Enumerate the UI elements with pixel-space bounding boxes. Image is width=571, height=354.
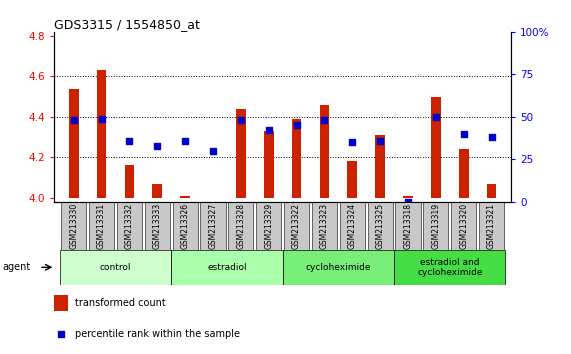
Text: GDS3315 / 1554850_at: GDS3315 / 1554850_at [54,18,200,31]
Text: GSM213323: GSM213323 [320,203,329,249]
Text: GSM213324: GSM213324 [348,203,357,249]
Point [236,118,246,123]
Text: GSM213318: GSM213318 [404,203,412,249]
Text: GSM213326: GSM213326 [180,203,190,249]
Bar [451,202,476,250]
Text: control: control [100,263,131,272]
Text: GSM213333: GSM213333 [153,203,162,250]
Bar [61,202,86,250]
Bar [394,250,505,285]
Point [125,138,134,143]
Text: agent: agent [3,262,31,272]
Bar [69,88,79,198]
Bar [256,202,282,250]
Bar [172,202,198,250]
Point [152,143,162,149]
Point [404,199,413,205]
Text: GSM213331: GSM213331 [97,203,106,249]
Bar [54,295,68,312]
Bar [320,105,329,198]
Bar [228,202,254,250]
Bar [486,184,496,198]
Bar [284,202,309,250]
Text: GSM213329: GSM213329 [264,203,273,249]
Text: GSM213325: GSM213325 [376,203,385,249]
Bar [459,149,469,198]
Bar [117,202,142,250]
Point [348,139,357,145]
Bar [292,119,301,198]
Bar [312,202,337,250]
Point [376,138,385,143]
Point [431,114,440,120]
Bar [200,202,226,250]
Point [69,118,78,123]
Point [459,131,468,137]
Bar [89,202,114,250]
Point [320,118,329,123]
Text: GSM213321: GSM213321 [487,203,496,249]
Bar [152,184,162,198]
Bar [368,202,393,250]
Bar [60,250,171,285]
Bar [347,161,357,198]
Bar [396,202,420,250]
Bar [171,250,283,285]
Bar [340,202,365,250]
Text: estradiol: estradiol [207,263,247,272]
Text: GSM213328: GSM213328 [236,203,246,249]
Bar [236,109,246,198]
Point [180,138,190,143]
Point [97,116,106,121]
Text: GSM213327: GSM213327 [208,203,218,249]
Bar [423,202,448,250]
Point [283,179,292,185]
Point [292,122,301,128]
Point [487,135,496,140]
Point [208,148,218,154]
Text: GSM213319: GSM213319 [431,203,440,249]
Bar [479,202,504,250]
Text: estradiol and
cycloheximide: estradiol and cycloheximide [417,258,482,277]
Bar [375,135,385,198]
Text: GSM213320: GSM213320 [459,203,468,249]
Text: GSM213322: GSM213322 [292,203,301,249]
Bar [431,97,441,198]
Bar [283,250,394,285]
Bar [96,70,106,198]
Bar [264,131,274,198]
Text: GSM213330: GSM213330 [69,203,78,250]
Text: transformed count: transformed count [75,298,166,308]
Bar [403,196,413,198]
Bar [145,202,170,250]
Text: percentile rank within the sample: percentile rank within the sample [75,329,240,339]
Text: cycloheximide: cycloheximide [305,263,371,272]
Point [264,127,274,133]
Text: GSM213332: GSM213332 [125,203,134,249]
Bar [180,196,190,198]
Bar [124,165,134,198]
